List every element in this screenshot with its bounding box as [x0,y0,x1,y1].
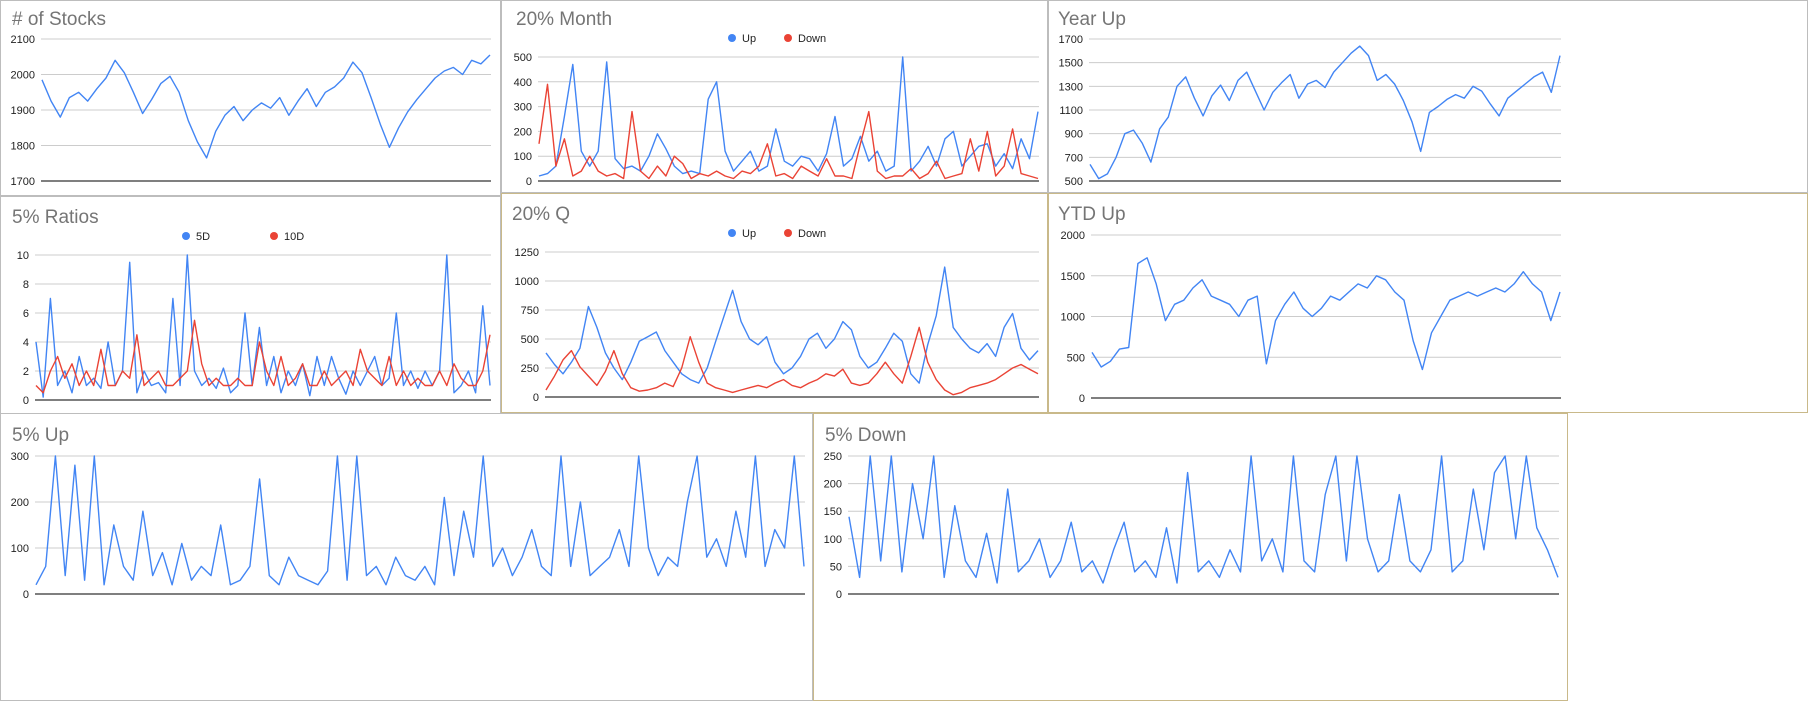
chart-title: 20% Month [516,9,613,30]
legend-swatch [784,34,792,42]
chart-svg: 1700 1800 1900 2000 2100 [11,34,491,188]
y-tick-label: 0 [533,392,539,404]
series-line-down [538,83,1039,180]
chart-svg: 0 250 500 750 1000 1250 Up Down [515,228,1039,404]
y-tick-label: 200 [11,497,29,509]
chart-svg: 0 500 1000 1500 2000 [1061,230,1561,405]
y-tick-label: 2 [23,366,29,378]
series-line-0 [41,54,491,159]
y-tick-label: 100 [514,151,532,163]
legend-swatch [728,229,736,237]
chart-svg: 0 100 200 300 400 500 Up Down [514,33,1039,188]
y-tick-label: 250 [824,451,842,463]
y-tick-label: 700 [1065,152,1083,164]
y-tick-label: 200 [514,126,532,138]
legend-label: 10D [284,231,304,243]
y-tick-label: 1250 [515,247,539,259]
y-tick-label: 1700 [1059,34,1083,46]
chart-title: # of Stocks [12,9,106,30]
chart-title: 5% Ratios [12,207,99,228]
series-line-up [545,266,1039,384]
series-line-0 [35,455,805,586]
y-tick-label: 1500 [1061,271,1085,283]
legend-swatch [270,232,278,240]
series-line-up [538,56,1039,177]
series-line-0 [1091,257,1561,371]
legend-label: 5D [196,231,210,243]
chart-panel-ytdup: YTD Up 0 500 1000 1500 2000 [1048,193,1808,413]
y-tick-label: 1000 [515,276,539,288]
y-tick-label: 100 [11,543,29,555]
chart-title: 5% Down [825,425,907,446]
y-tick-label: 250 [521,363,539,375]
chart-panel-quarter: 20% Q 0 250 500 750 1000 1250 Up Down [501,193,1048,413]
legend-label: Up [742,228,756,240]
series-line-0 [848,455,1559,584]
y-tick-label: 500 [514,52,532,64]
y-tick-label: 8 [23,279,29,291]
chart-panel-yearup: Year Up 500 700 900 1100 1300 1500 1700 [1048,0,1808,193]
chart-panel-month: 20% Month 0 100 200 300 400 500 Up Down [501,0,1048,193]
legend-label: Down [798,33,826,45]
y-tick-label: 150 [824,506,842,518]
chart-title: 20% Q [512,204,571,225]
y-tick-label: 300 [11,451,29,463]
y-tick-label: 1000 [1061,312,1085,324]
y-tick-label: 10 [17,250,29,262]
y-tick-label: 500 [1067,352,1085,364]
y-tick-label: 2000 [1061,230,1085,242]
legend-swatch [182,232,190,240]
y-tick-label: 1900 [11,105,35,117]
y-tick-label: 200 [824,479,842,491]
chart-svg: 0 2 4 6 8 10 5D 10D [17,231,491,407]
y-tick-label: 4 [23,337,29,349]
y-tick-label: 1800 [11,141,35,153]
legend-label: Down [798,228,826,240]
legend-swatch [784,229,792,237]
chart-svg: 0 100 200 300 [11,451,805,601]
series-line-0 [1089,45,1561,180]
y-tick-label: 100 [824,534,842,546]
chart-panel-down5: 5% Down 0 50 100 150 200 250 [813,413,1568,701]
legend-label: Up [742,33,756,45]
chart-panel-ratios: 5% Ratios 0 2 4 6 8 10 5D 10D [0,196,501,414]
chart-title: 5% Up [12,425,70,446]
chart-svg: 0 50 100 150 200 250 [824,451,1559,601]
y-tick-label: 750 [521,305,539,317]
y-tick-label: 0 [1079,393,1085,405]
y-tick-label: 2000 [11,70,35,82]
y-tick-label: 1500 [1059,58,1083,70]
chart-svg: 500 700 900 1100 1300 1500 1700 [1059,34,1561,188]
chart-title: YTD Up [1058,204,1126,225]
y-tick-label: 2100 [11,34,35,46]
y-tick-label: 0 [836,589,842,601]
series-line-down [545,326,1039,396]
y-tick-label: 0 [526,176,532,188]
series-line-10d [35,319,491,394]
y-tick-label: 6 [23,308,29,320]
y-tick-label: 1300 [1059,81,1083,93]
chart-panel-up5: 5% Up 0 100 200 300 [0,413,813,701]
y-tick-label: 0 [23,395,29,407]
chart-panel-stocks: # of Stocks 1700 1800 1900 2000 2100 [0,0,501,196]
y-tick-label: 900 [1065,129,1083,141]
series-line-5d [35,254,491,398]
y-tick-label: 400 [514,77,532,89]
legend-swatch [728,34,736,42]
y-tick-label: 1700 [11,176,35,188]
y-tick-label: 0 [23,589,29,601]
y-tick-label: 50 [830,561,842,573]
y-tick-label: 300 [514,102,532,114]
y-tick-label: 1100 [1059,105,1083,117]
y-tick-label: 500 [521,334,539,346]
y-tick-label: 500 [1065,176,1083,188]
chart-title: Year Up [1058,9,1126,30]
